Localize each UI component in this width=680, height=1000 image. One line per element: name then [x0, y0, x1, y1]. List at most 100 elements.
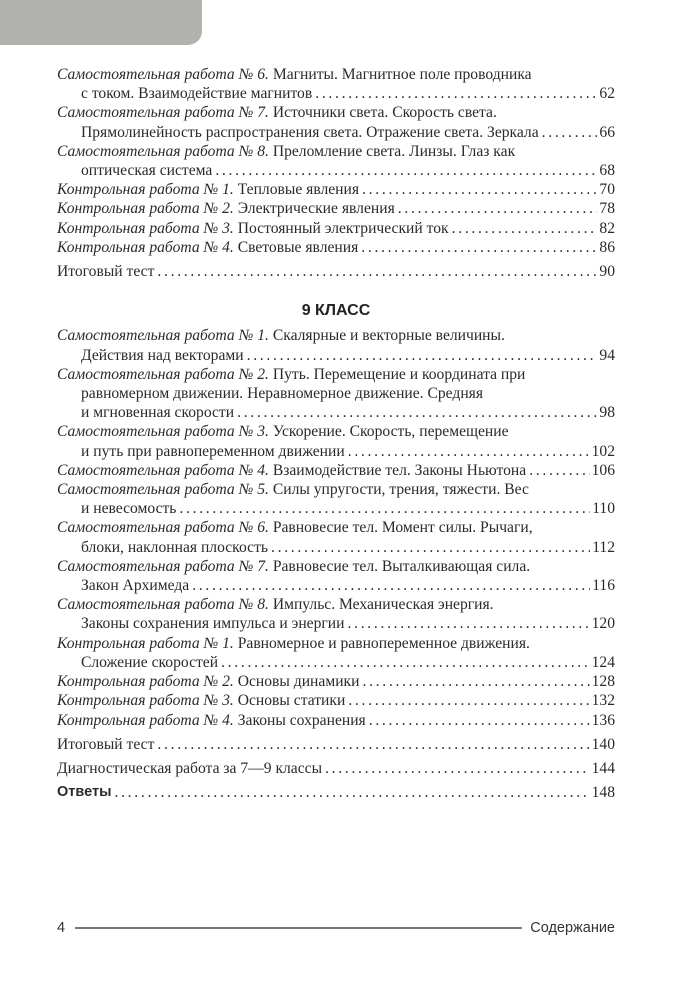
entry-title: Равновесие тел. Момент силы. Рычаги,: [272, 519, 533, 537]
entry-title: Итоговый тест: [57, 263, 155, 281]
page-number-ref: 128: [591, 673, 615, 691]
dot-leader: [315, 84, 597, 103]
toc-entry[interactable]: Итоговый тест 90: [57, 262, 615, 281]
dot-leader: [542, 123, 598, 142]
entry-title: Законы сохранения: [237, 711, 366, 729]
toc-entry-line: Сложение скоростей 124: [57, 653, 615, 672]
toc-entry[interactable]: Ответы 148: [57, 783, 615, 802]
toc-entry[interactable]: Контрольная работа № 3. Основы статики 13…: [57, 691, 615, 710]
entry-label: Контрольная работа № 4.: [57, 238, 234, 256]
page-number-ref: 62: [599, 85, 615, 103]
entry-title: оптическая система: [81, 162, 213, 180]
toc-entry[interactable]: Самостоятельная работа № 6. Равновесие т…: [57, 518, 615, 556]
entry-label: Самостоятельная работа № 3.: [57, 423, 269, 441]
dot-leader: [179, 499, 590, 518]
dot-leader: [369, 711, 590, 730]
toc-entry[interactable]: Самостоятельная работа № 3. Ускорение. С…: [57, 422, 615, 460]
toc-entry[interactable]: Самостоятельная работа № 4. Взаимодейств…: [57, 461, 615, 480]
table-of-contents: Самостоятельная работа № 6. Магниты. Маг…: [57, 65, 615, 802]
toc-entry-line: с током. Взаимодействие магнитов 62: [57, 84, 615, 103]
page-number-ref: 82: [599, 219, 615, 237]
toc-entry-line: Самостоятельная работа № 8. Преломление …: [57, 142, 615, 161]
entry-label: Контрольная работа № 2.: [57, 673, 234, 691]
toc-entry-line: Самостоятельная работа № 7. Источники св…: [57, 103, 615, 122]
entry-title: Источники света. Скорость света.: [272, 104, 497, 122]
dot-leader: [114, 783, 589, 802]
entry-label: Самостоятельная работа № 6.: [57, 66, 269, 83]
toc-entry-line: Закон Архимеда 116: [57, 576, 615, 595]
toc-entry[interactable]: Контрольная работа № 4. Световые явления…: [57, 238, 615, 257]
dot-leader: [348, 691, 589, 710]
toc-entry[interactable]: Самостоятельная работа № 7. Источники св…: [57, 103, 615, 141]
toc-entry-line: Итоговый тест 140: [57, 735, 615, 754]
entry-title: Сложение скоростей: [81, 653, 219, 671]
page-number-ref: 78: [599, 200, 615, 218]
entry-title: Преломление света. Линзы. Глаз как: [272, 142, 516, 160]
toc-entry[interactable]: Самостоятельная работа № 5. Силы упругос…: [57, 480, 615, 518]
dot-leader: [215, 161, 597, 180]
toc-entry[interactable]: Итоговый тест 140: [57, 735, 615, 754]
toc-entry[interactable]: Самостоятельная работа № 2. Путь. Переме…: [57, 365, 615, 423]
toc-entry[interactable]: Контрольная работа № 2. Основы динамики 1…: [57, 672, 615, 691]
entry-title: Равномерное и равнопеременное движения.: [237, 634, 530, 652]
dot-leader: [361, 238, 597, 257]
toc-entry[interactable]: Самостоятельная работа № 8. Преломление …: [57, 142, 615, 180]
toc-entry-line: Контрольная работа № 4. Законы сохранени…: [57, 711, 615, 730]
toc-entry-line: Прямолинейность распространения света. О…: [57, 123, 615, 142]
entry-title: Ускорение. Скорость, перемещение: [272, 423, 509, 441]
entry-title: Магниты. Магнитное поле проводника: [272, 66, 532, 83]
dot-leader: [362, 672, 589, 691]
entry-label: Контрольная работа № 3.: [57, 219, 234, 237]
entry-title: Постоянный электрический ток: [237, 219, 449, 237]
entry-label: Самостоятельная работа № 2.: [57, 365, 269, 383]
dot-leader: [221, 653, 590, 672]
entry-title: Прямолинейность распространения света. О…: [81, 123, 539, 141]
page-number-ref: 144: [591, 759, 615, 777]
toc-entry[interactable]: Самостоятельная работа № 7. Равновесие т…: [57, 557, 615, 595]
dot-leader: [348, 442, 590, 461]
entry-label: Самостоятельная работа № 7.: [57, 557, 269, 575]
toc-entry-line: Самостоятельная работа № 2. Путь. Переме…: [57, 365, 615, 384]
entry-title: Путь. Перемещение и координата при: [272, 365, 526, 383]
toc-entry-line: Контрольная работа № 1. Тепловые явления…: [57, 180, 615, 199]
page-number-ref: 136: [591, 711, 615, 729]
toc-entry-line: Контрольная работа № 4. Световые явления…: [57, 238, 615, 257]
entry-label: Самостоятельная работа № 5.: [57, 481, 269, 499]
toc-entry[interactable]: Контрольная работа № 4. Законы сохранени…: [57, 711, 615, 730]
dot-leader: [157, 735, 589, 754]
entry-title: Тепловые явления: [237, 181, 360, 199]
entry-title: Основы статики: [237, 692, 346, 710]
entry-title: Диагностическая работа за 7—9 классы: [57, 759, 323, 777]
page-number-ref: 68: [599, 162, 615, 180]
entry-label: Контрольная работа № 3.: [57, 692, 234, 710]
page-number-ref: 112: [592, 538, 615, 556]
toc-entry[interactable]: Контрольная работа № 1. Тепловые явления…: [57, 180, 615, 199]
toc-entry-line: Самостоятельная работа № 4. Взаимодейств…: [57, 461, 615, 480]
toc-entry[interactable]: Самостоятельная работа № 8. Импульс. Мех…: [57, 595, 615, 633]
page-number-ref: 86: [599, 238, 615, 256]
dot-leader: [348, 614, 590, 633]
toc-entry-line: Диагностическая работа за 7—9 классы 144: [57, 759, 615, 778]
entry-title: блоки, наклонная плоскость: [81, 538, 268, 556]
toc-entry-line: Контрольная работа № 3. Основы статики 13…: [57, 691, 615, 710]
entry-title: и невесомость: [81, 500, 177, 518]
dot-leader: [398, 199, 598, 218]
toc-entry[interactable]: Контрольная работа № 3. Постоянный элект…: [57, 219, 615, 238]
toc-entry-line: Самостоятельная работа № 5. Силы упругос…: [57, 480, 615, 499]
entry-title: и мгновенная скорости: [81, 404, 235, 422]
toc-entry-line: Действия над векторами 94: [57, 346, 615, 365]
toc-entry[interactable]: Контрольная работа № 1. Равномерное и ра…: [57, 634, 615, 672]
toc-entry-line: Законы сохранения импульса и энергии 120: [57, 614, 615, 633]
toc-entry[interactable]: Контрольная работа № 2. Электрические яв…: [57, 199, 615, 218]
page-number-ref: 102: [591, 442, 615, 460]
toc-entry-line: Самостоятельная работа № 7. Равновесие т…: [57, 557, 615, 576]
toc-entry[interactable]: Самостоятельная работа № 1. Скалярные и …: [57, 326, 615, 364]
entry-label: Самостоятельная работа № 8.: [57, 596, 269, 614]
section-heading: 9 КЛАСС: [301, 302, 371, 320]
toc-entry[interactable]: Самостоятельная работа № 6. Магниты. Маг…: [57, 65, 615, 103]
page-number-ref: 66: [599, 123, 615, 141]
toc-entry[interactable]: Диагностическая работа за 7—9 классы 144: [57, 759, 615, 778]
entry-label: Контрольная работа № 1.: [57, 181, 234, 199]
entry-title: с током. Взаимодействие магнитов: [81, 85, 313, 103]
toc-entry-line: Самостоятельная работа № 3. Ускорение. С…: [57, 422, 615, 441]
